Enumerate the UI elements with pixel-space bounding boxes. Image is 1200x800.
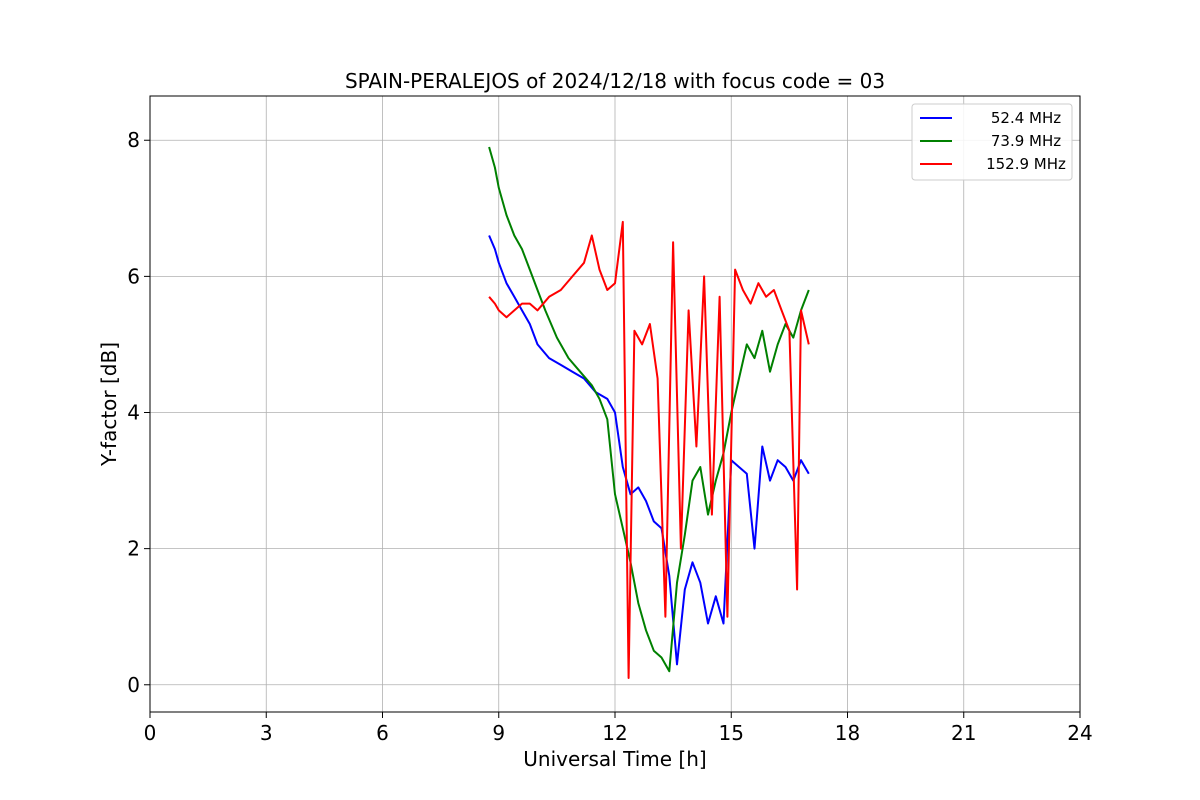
legend-label: 52.4 MHz: [991, 109, 1061, 127]
x-axis-label: Universal Time [h]: [523, 747, 706, 771]
series-layer: [488, 146, 810, 679]
x-tick-label: 9: [492, 721, 505, 745]
y-tick-label: 6: [127, 264, 140, 288]
chart-title: SPAIN-PERALEJOS of 2024/12/18 with focus…: [345, 69, 885, 93]
legend-label: 73.9 MHz: [991, 132, 1061, 150]
x-tick-label: 18: [835, 721, 860, 745]
legend: 52.4 MHz 73.9 MHz 152.9 MHz: [911, 103, 1073, 181]
x-tick-label: 15: [719, 721, 744, 745]
y-axis-ticks: 0 2 4 6 8: [127, 128, 150, 697]
y-tick-label: 0: [127, 673, 140, 697]
y-tick-label: 2: [127, 537, 140, 561]
x-tick-label: 0: [144, 721, 157, 745]
x-tick-label: 24: [1067, 721, 1092, 745]
series-line-3: [488, 220, 810, 679]
x-tick-label: 21: [951, 721, 976, 745]
x-tick-label: 12: [602, 721, 627, 745]
series-line-1: [488, 235, 810, 666]
y-tick-label: 4: [127, 401, 140, 425]
series-line-2: [488, 146, 810, 673]
x-axis-ticks: 0 3 6 9 12 15 18 21 24: [144, 712, 1093, 745]
y-tick-label: 8: [127, 128, 140, 152]
x-tick-label: 3: [260, 721, 273, 745]
x-tick-label: 6: [376, 721, 389, 745]
y-axis-label: Y-factor [dB]: [97, 342, 121, 467]
legend-box: [911, 103, 1073, 181]
legend-label: 152.9 MHz: [986, 155, 1066, 173]
